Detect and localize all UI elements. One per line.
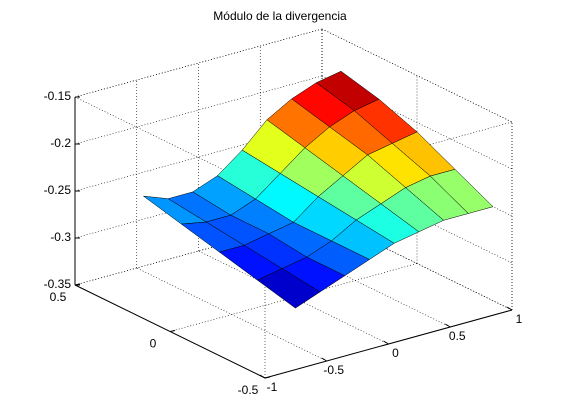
y-tick: [74, 283, 81, 286]
x-tick-label: -0.5: [323, 363, 344, 377]
x-tick: [259, 374, 266, 379]
z-tick-label: -0.3: [50, 230, 71, 244]
x-tick-label: 1: [516, 312, 523, 326]
surface-patch: [256, 268, 321, 309]
x-tick: [444, 323, 451, 328]
z-tick-label: -0.35: [44, 277, 72, 291]
grid-line: [136, 267, 327, 362]
box-edge: [74, 96, 266, 191]
grid-line: [74, 75, 323, 145]
x-tick-label: 0.5: [449, 329, 466, 343]
z-tick-label: -0.2: [50, 136, 71, 150]
x-tick: [506, 306, 513, 311]
grid-line: [321, 28, 513, 123]
x-tick: [321, 357, 328, 362]
y-tick: [169, 330, 176, 332]
x-tick-label: 0: [392, 346, 399, 360]
grid-line: [74, 28, 323, 98]
y-tick: [264, 376, 271, 379]
y-tick-label: 0: [150, 337, 157, 351]
y-tick-label: 0.5: [50, 290, 67, 304]
x-tick: [383, 340, 389, 345]
chart-title: Módulo de la divergencia: [213, 9, 347, 23]
z-tick-label: -0.25: [44, 183, 72, 197]
grid-line: [169, 263, 418, 332]
z-tick-label: -0.15: [44, 89, 72, 103]
y-tick-label: -0.5: [238, 383, 259, 397]
x-tick-label: -1: [267, 380, 278, 394]
